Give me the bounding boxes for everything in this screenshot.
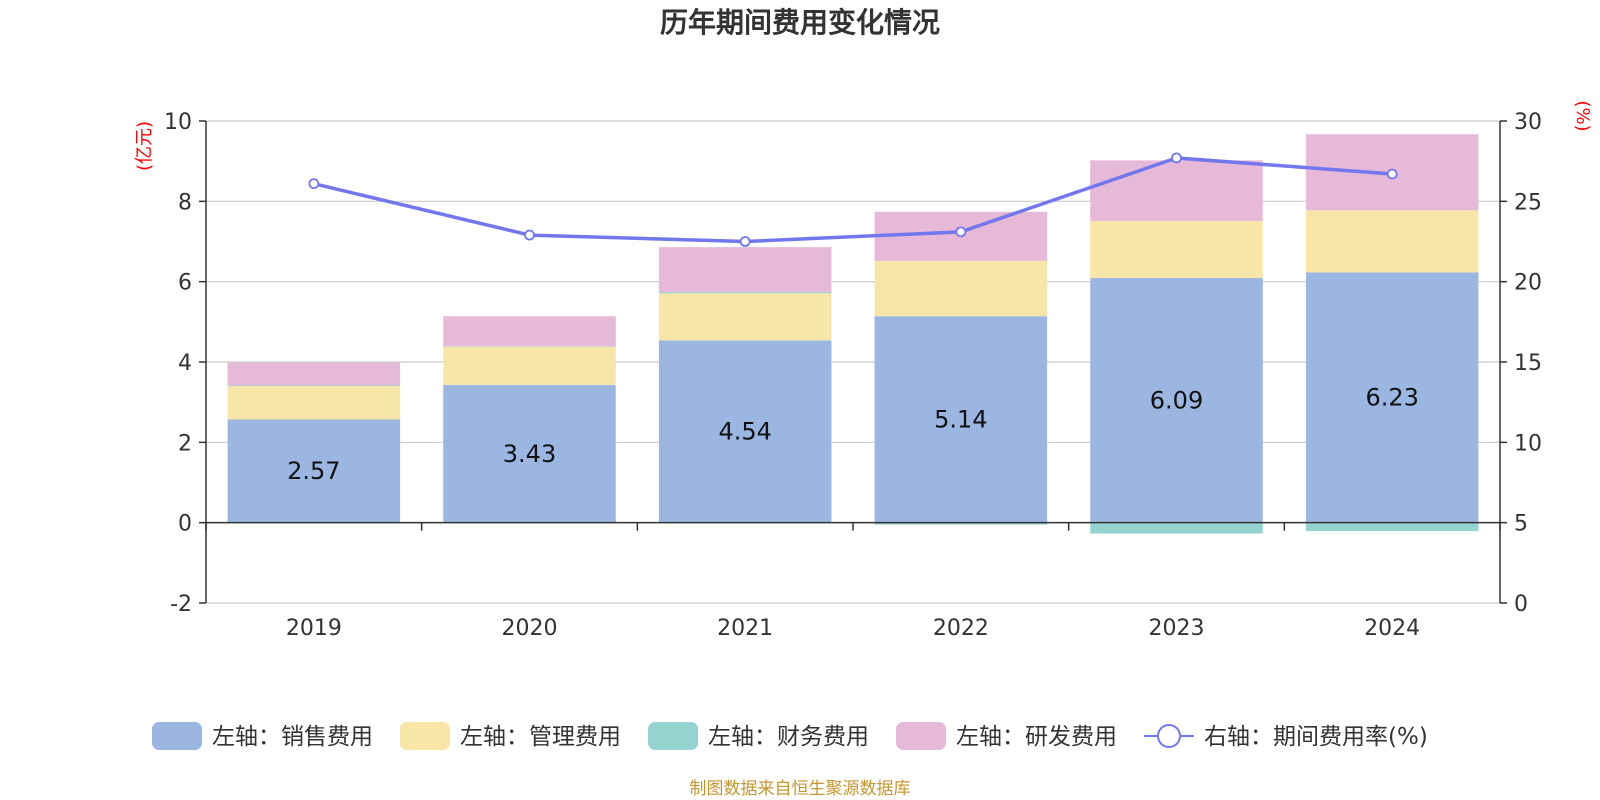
left-axis-unit: (亿元) <box>134 121 155 171</box>
legend-label: 左轴：销售费用 <box>212 724 373 750</box>
line-series-path <box>313 156 1393 244</box>
line-point <box>1386 168 1398 180</box>
bar-value-label: 5.14 <box>934 405 987 433</box>
bar-segment <box>443 346 616 385</box>
bar-segment <box>658 292 832 294</box>
axes: -2 0 2 4 6 8 10 0 5 10 15 20 25 30 2019 2020 2021 2022 202… <box>164 110 1542 641</box>
bar-segment <box>658 340 832 523</box>
right-axis-tick-label: 10 <box>1514 431 1542 456</box>
bar-segment <box>874 522 1048 525</box>
legend-item[interactable]: 左轴：财务费用 <box>648 722 869 750</box>
left-axis-tick-label: 10 <box>164 110 192 135</box>
bar-segment <box>1090 278 1263 523</box>
bar-value-label: 3.43 <box>503 440 556 468</box>
line-point <box>739 236 751 247</box>
x-axis-tick-label: 2020 <box>502 616 558 641</box>
left-axis-tick-label: 6 <box>178 271 192 296</box>
left-axis-tick-label: 0 <box>178 512 192 537</box>
line-point <box>955 226 967 238</box>
bar-value-label: 6.09 <box>1150 386 1203 414</box>
left-axis-tick-label: 8 <box>178 190 192 215</box>
bar-value-label: 6.23 <box>1365 384 1418 412</box>
chart-title: 历年期间费用变化情况 <box>660 6 940 39</box>
right-axis-tick-label: 30 <box>1514 110 1542 135</box>
legend-item[interactable]: 右轴：期间费用率(%) <box>1144 724 1428 750</box>
x-axis-tick-label: 2021 <box>717 616 773 641</box>
legend[interactable]: 左轴：销售费用 左轴：管理费用 左轴：财务费用 左轴：研发费用 右轴：期间费用率(%) <box>152 722 1428 750</box>
right-axis-tick-label: 5 <box>1514 512 1528 537</box>
x-axis-tick-label: 2024 <box>1364 616 1420 641</box>
right-axis-tick-label: 0 <box>1514 592 1528 617</box>
bar-segment <box>227 419 401 523</box>
right-axis-tick-label: 25 <box>1514 190 1542 215</box>
left-axis-tick-label: -2 <box>170 592 192 617</box>
right-axis-tick-label: 20 <box>1514 271 1542 296</box>
legend-marker <box>1157 724 1181 748</box>
right-axis-unit: (%) <box>1572 100 1593 131</box>
bar-segment <box>227 385 401 387</box>
x-axis-tick-label: 2022 <box>933 616 989 641</box>
legend-swatch <box>152 722 202 750</box>
line-point <box>1171 152 1182 164</box>
bar-value-label: 4.54 <box>718 417 771 445</box>
bar-segment <box>1305 522 1479 532</box>
bar-segment <box>443 384 616 523</box>
bar-segment <box>1305 272 1479 523</box>
bar-segment <box>227 386 401 420</box>
legend-swatch <box>896 722 946 750</box>
bar-segment <box>658 247 832 293</box>
x-axis-tick-label: 2023 <box>1149 616 1205 641</box>
left-axis-tick-label: 2 <box>178 431 192 456</box>
legend-swatch <box>400 722 450 750</box>
line-point <box>524 229 535 241</box>
legend-label: 左轴：研发费用 <box>956 724 1117 750</box>
bar-value-label: 2.57 <box>287 457 340 485</box>
bar-segment <box>1305 210 1479 273</box>
bar-segment <box>1090 160 1263 222</box>
bar-series <box>227 134 1479 534</box>
line-point <box>308 178 320 190</box>
source-note: 制图数据来自恒生聚源数据库 <box>690 779 911 799</box>
legend-item[interactable]: 左轴：管理费用 <box>400 722 621 750</box>
bar-labels: 2.57 3.43 4.54 5.14 6.09 6.23 <box>287 384 1419 486</box>
legend-item[interactable]: 左轴：研发费用 <box>896 722 1117 750</box>
bar-segment <box>227 362 401 386</box>
legend-label: 左轴：管理费用 <box>460 724 621 750</box>
bar-segment <box>443 316 616 347</box>
bar-segment <box>874 316 1048 523</box>
legend-swatch <box>648 722 698 750</box>
right-axis-tick-label: 15 <box>1514 351 1542 376</box>
legend-item[interactable]: 左轴：销售费用 <box>152 722 373 750</box>
bar-segment <box>874 260 1048 317</box>
left-axis-tick-label: 4 <box>178 351 192 376</box>
bar-segment <box>1090 522 1263 534</box>
expense-rate-line <box>308 152 1398 247</box>
x-axis-tick-label: 2019 <box>286 616 342 641</box>
legend-label: 左轴：财务费用 <box>708 724 869 750</box>
bar-segment <box>1090 221 1263 279</box>
legend-label: 右轴：期间费用率(%) <box>1204 724 1428 750</box>
bar-segment <box>658 293 832 341</box>
